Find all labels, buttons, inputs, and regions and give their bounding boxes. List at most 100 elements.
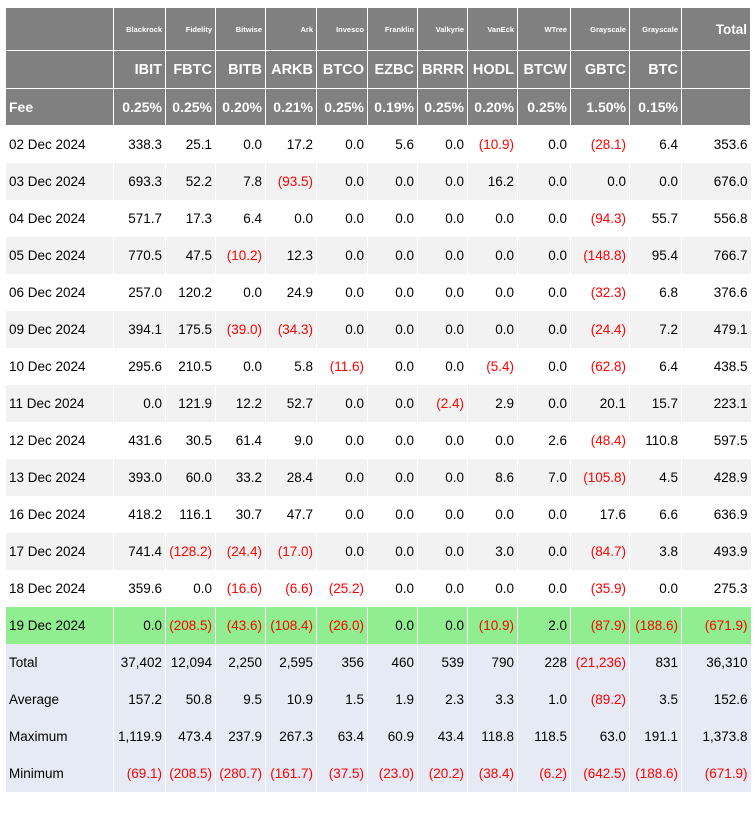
flow-cell: 0.0	[467, 496, 518, 533]
date-cell: 06 Dec 2024	[5, 274, 114, 311]
flow-cell: 17.3	[165, 200, 216, 237]
flow-cell: 55.7	[629, 200, 682, 237]
summary-total-cell: 1,373.8	[681, 718, 751, 755]
summary-row: Average 157.2 50.8 9.5 10.9 1.5 1.9 2.3 3.3 1.0 (8…	[5, 681, 751, 718]
flow-cell: 175.5	[165, 311, 216, 348]
flow-cell: 0.0	[316, 237, 368, 274]
flow-cell: (105.8)	[570, 459, 630, 496]
summary-cell: 1.0	[517, 681, 571, 718]
summary-cell: 460	[367, 644, 418, 681]
summary-cell: 473.4	[165, 718, 216, 755]
flow-cell: 0.0	[517, 311, 571, 348]
corner-cell	[5, 7, 114, 51]
flow-cell: 9.0	[265, 422, 317, 459]
summary-cell: (21,236)	[570, 644, 630, 681]
fee-value: 0.21%	[265, 88, 317, 126]
flow-cell: (10.9)	[467, 607, 518, 644]
flow-cell: 7.0	[517, 459, 571, 496]
summary-cell: 10.9	[265, 681, 317, 718]
flow-cell: (17.0)	[265, 533, 317, 570]
flow-cell: 20.1	[570, 385, 630, 422]
row-total-cell: 556.8	[681, 200, 751, 237]
table-row: 03 Dec 2024 693.3 52.2 7.8 (93.5) 0.0 0.0 0.0 16…	[5, 163, 751, 200]
summary-cell: 3.5	[629, 681, 682, 718]
flow-cell: 33.2	[215, 459, 266, 496]
flow-cell: 30.5	[165, 422, 216, 459]
flow-cell: 0.0	[316, 533, 368, 570]
flow-cell: 0.0	[215, 274, 266, 311]
flow-cell: 4.5	[629, 459, 682, 496]
summary-cell: 2.3	[417, 681, 468, 718]
flow-cell: 5.6	[367, 125, 418, 163]
flow-cell: 571.7	[113, 200, 166, 237]
flow-cell: 7.2	[629, 311, 682, 348]
summary-cell: 3.3	[467, 681, 518, 718]
row-total-cell: 428.9	[681, 459, 751, 496]
flow-cell: 6.4	[629, 125, 682, 163]
ticker-header: BITB	[215, 50, 266, 89]
flow-cell: 741.4	[113, 533, 166, 570]
summary-label: Maximum	[5, 718, 114, 755]
fee-value: 0.25%	[517, 88, 571, 126]
flow-cell: 2.9	[467, 385, 518, 422]
flow-cell: 0.0	[417, 459, 468, 496]
fee-value: 0.25%	[165, 88, 216, 126]
flow-cell: 0.0	[215, 125, 266, 163]
row-total-cell: 275.3	[681, 570, 751, 607]
flow-cell: (28.1)	[570, 125, 630, 163]
date-cell: 05 Dec 2024	[5, 237, 114, 274]
flow-cell: 6.8	[629, 274, 682, 311]
flow-cell: 0.0	[367, 607, 418, 644]
flow-cell: (94.3)	[570, 200, 630, 237]
date-cell: 17 Dec 2024	[5, 533, 114, 570]
flow-cell: 12.3	[265, 237, 317, 274]
summary-cell: (642.5)	[570, 755, 630, 792]
issuer-header: VanEck	[467, 7, 518, 51]
flow-cell: (148.8)	[570, 237, 630, 274]
flow-cell: 0.0	[367, 311, 418, 348]
fee-value: 0.25%	[113, 88, 166, 126]
flow-cell: 0.0	[467, 274, 518, 311]
flow-cell: 0.0	[316, 163, 368, 200]
flow-cell: 0.0	[629, 163, 682, 200]
date-cell: 03 Dec 2024	[5, 163, 114, 200]
summary-cell: 37,402	[113, 644, 166, 681]
total-header: Total	[681, 7, 751, 51]
flow-cell: 693.3	[113, 163, 166, 200]
flow-cell: 0.0	[467, 237, 518, 274]
flow-cell: 24.9	[265, 274, 317, 311]
flow-cell: 0.0	[417, 496, 468, 533]
flow-cell: (188.6)	[629, 607, 682, 644]
flow-cell: 394.1	[113, 311, 166, 348]
summary-cell: (69.1)	[113, 755, 166, 792]
etf-flows-table: Blackrock Fidelity Bitwise Ark Invesco Frankl…	[5, 7, 751, 792]
flow-cell: 47.5	[165, 237, 216, 274]
table-row: 12 Dec 2024 431.6 30.5 61.4 9.0 0.0 0.0 0.0 0.0 2…	[5, 422, 751, 459]
flow-cell: 393.0	[113, 459, 166, 496]
row-total-cell: 376.6	[681, 274, 751, 311]
ticker-header: BTCW	[517, 50, 571, 89]
flow-cell: 6.4	[629, 348, 682, 385]
flow-cell: 52.2	[165, 163, 216, 200]
flow-cell: 0.0	[417, 533, 468, 570]
flow-cell: (128.2)	[165, 533, 216, 570]
table-row: 09 Dec 2024 394.1 175.5 (39.0) (34.3) 0.0 0.0 0…	[5, 311, 751, 348]
flow-cell: 52.7	[265, 385, 317, 422]
flow-cell: 210.5	[165, 348, 216, 385]
summary-cell: 228	[517, 644, 571, 681]
summary-total-cell: 36,310	[681, 644, 751, 681]
flow-cell: 0.0	[417, 311, 468, 348]
summary-cell: 118.8	[467, 718, 518, 755]
summary-row: Minimum (69.1) (208.5) (280.7) (161.7) (37.5)…	[5, 755, 751, 792]
flow-cell: 0.0	[467, 570, 518, 607]
fee-value: 0.25%	[417, 88, 468, 126]
flow-cell: 0.0	[367, 163, 418, 200]
summary-cell: 2,250	[215, 644, 266, 681]
corner-cell	[5, 50, 114, 89]
summary-cell: 2,595	[265, 644, 317, 681]
summary-cell: (280.7)	[215, 755, 266, 792]
summary-cell: 267.3	[265, 718, 317, 755]
row-total-cell: 353.6	[681, 125, 751, 163]
ticker-header: HODL	[467, 50, 518, 89]
flow-cell: 3.8	[629, 533, 682, 570]
